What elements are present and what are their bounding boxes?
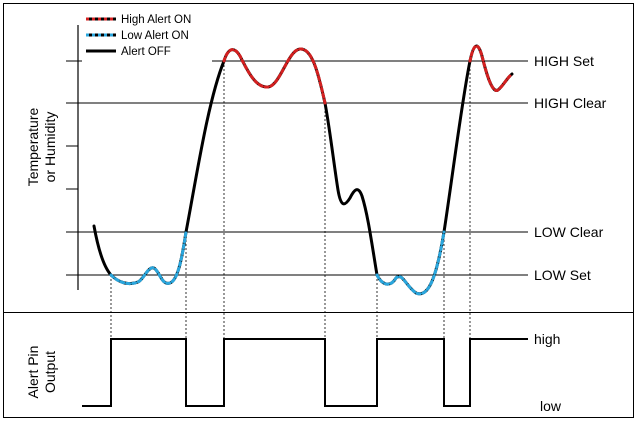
curve-low-alert-1 xyxy=(109,230,188,286)
high-clear-label: HIGH Clear xyxy=(534,95,607,111)
transition-guides xyxy=(110,61,471,406)
legend-low-label: Low Alert ON xyxy=(121,30,189,42)
high-set-label: HIGH Set xyxy=(534,53,594,69)
alert-pin-waveform xyxy=(82,338,528,407)
top-y-label: Temperature or Humidity xyxy=(25,107,58,186)
curve-off-3 xyxy=(323,101,379,277)
low-set-label: LOW Set xyxy=(534,267,591,283)
legend-high-label: High Alert ON xyxy=(121,14,191,26)
curve-low-alert-2 xyxy=(375,230,446,296)
signal-curve xyxy=(92,44,514,296)
curve-high-alert-1 xyxy=(222,47,327,105)
top-y-label-line2: or Humidity xyxy=(42,112,58,183)
y-axis-ticks xyxy=(66,60,78,276)
diagram-border xyxy=(3,3,634,418)
legend-off-label: Alert OFF xyxy=(121,46,171,58)
curve-off-4 xyxy=(442,59,472,234)
low-clear-label: LOW Clear xyxy=(534,224,604,240)
legend: High Alert ON Low Alert ON Alert OFF xyxy=(82,9,212,63)
bottom-y-label-line1: Alert Pin xyxy=(25,346,41,399)
curve-off-2 xyxy=(184,59,226,234)
bottom-y-label-line2: Output xyxy=(42,351,58,393)
bottom-y-label: Alert Pin Output xyxy=(25,346,58,399)
curve-high-alert-2 xyxy=(468,44,514,92)
top-y-label-line1: Temperature xyxy=(25,107,41,186)
level-low-label: low xyxy=(540,398,562,414)
curve-off-1 xyxy=(92,224,113,277)
threshold-lines xyxy=(78,60,528,276)
level-high-label: high xyxy=(534,331,560,347)
